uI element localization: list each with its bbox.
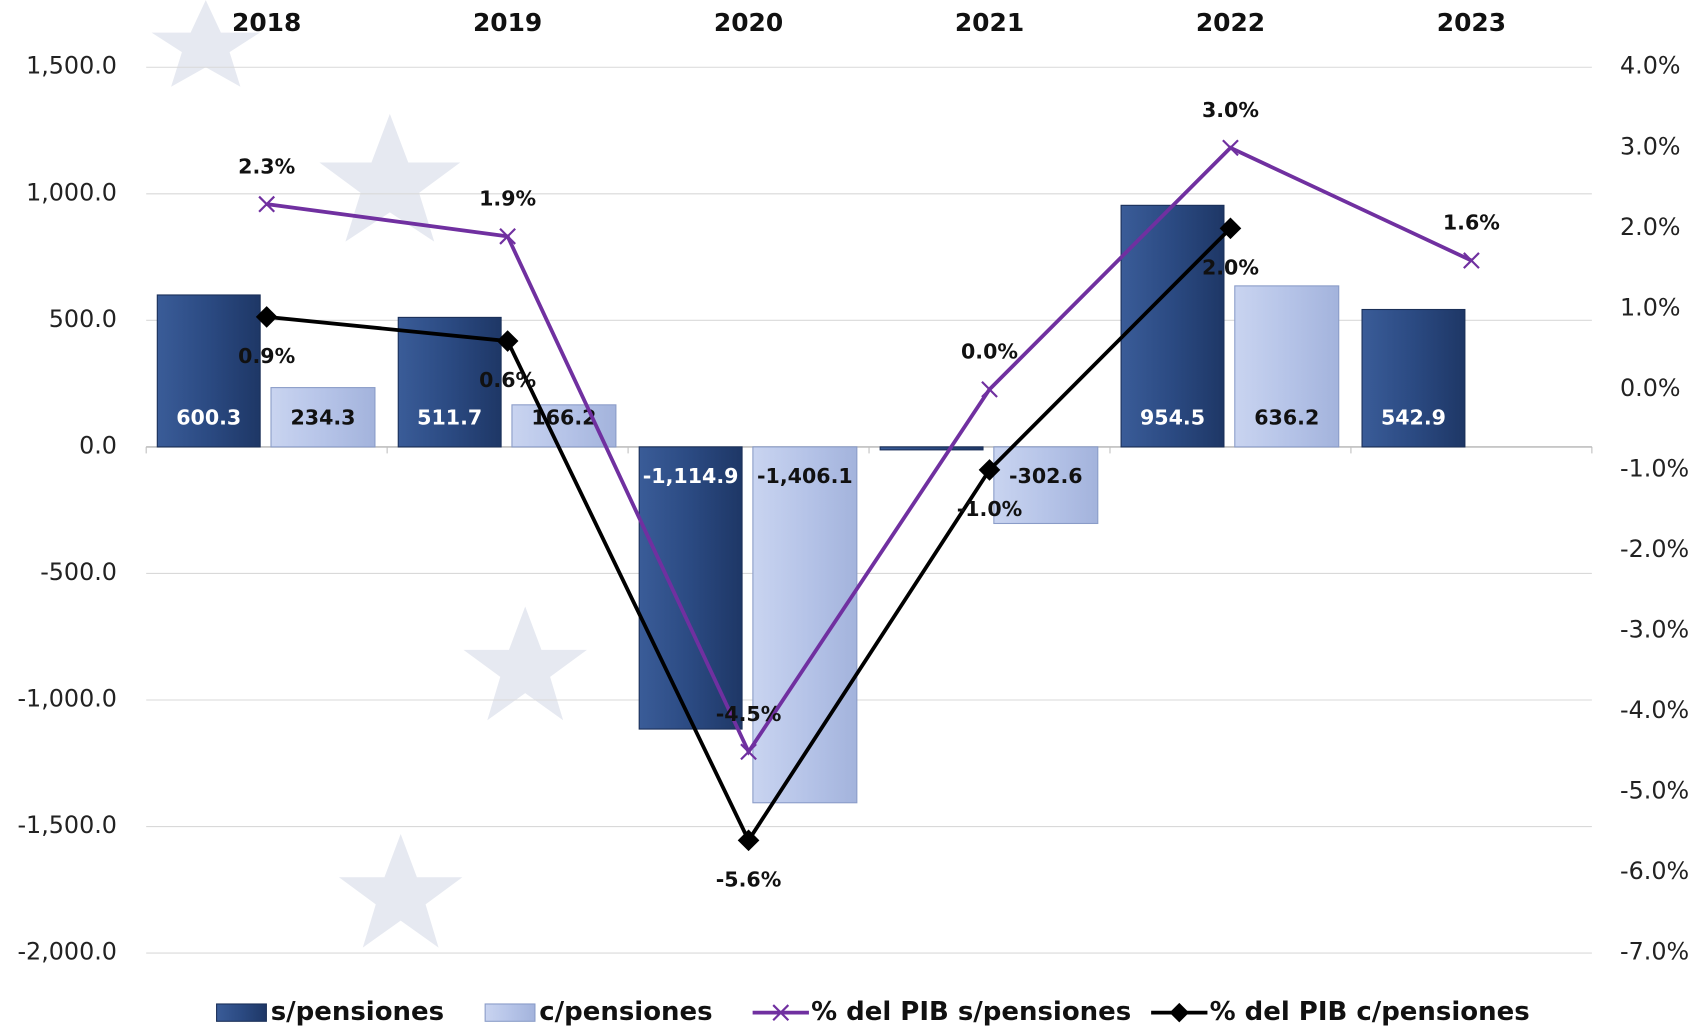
- line-marker: [499, 228, 516, 245]
- line-marker: [496, 330, 519, 352]
- legend-swatch: [216, 1003, 267, 1022]
- y2-tick-label: 4.0%: [1620, 52, 1680, 80]
- category-label: 2022: [1196, 8, 1265, 37]
- data-label: 1.6%: [1443, 211, 1500, 235]
- category-label: 2019: [473, 8, 542, 37]
- y-tick-label: -1,500.0: [17, 811, 116, 839]
- y2-tick-label: -6.0%: [1620, 857, 1689, 885]
- bar: [270, 387, 376, 448]
- line: [266, 145, 1473, 756]
- data-label: 0.6%: [479, 368, 536, 392]
- data-label: -4.5%: [716, 702, 782, 726]
- y2-tick-label: -1.0%: [1620, 454, 1689, 482]
- y2-tick-label: 3.0%: [1620, 132, 1680, 160]
- data-label: -302.6: [1009, 464, 1083, 488]
- legend-label: % del PIB c/pensiones: [1210, 997, 1530, 1027]
- line-marker: [255, 306, 278, 328]
- data-label: -5.6%: [716, 867, 782, 891]
- data-label: -1,114.9: [643, 464, 739, 488]
- line-marker: [981, 381, 998, 398]
- y2-tick-label: -4.0%: [1620, 696, 1689, 724]
- category-label: 2020: [714, 8, 783, 37]
- line-marker: [737, 829, 760, 852]
- data-label: 0.0%: [961, 340, 1018, 364]
- line-marker: [740, 743, 757, 761]
- legend-label: % del PIB s/pensiones: [811, 997, 1131, 1027]
- bar: [1120, 204, 1225, 448]
- data-label: 3.0%: [1202, 98, 1259, 122]
- data-label: 600.3: [176, 406, 241, 430]
- legend-label: c/pensiones: [539, 997, 712, 1027]
- y2-tick-label: -3.0%: [1620, 615, 1689, 643]
- line-marker: [1463, 252, 1480, 269]
- bar: [638, 446, 743, 730]
- y2-tick-label: 0.0%: [1620, 374, 1680, 402]
- data-label: -1,406.1: [757, 464, 853, 488]
- legend-label: s/pensiones: [271, 997, 444, 1027]
- legend-marker: [1169, 1002, 1190, 1023]
- bar: [1361, 308, 1466, 448]
- y2-tick-label: -5.0%: [1620, 777, 1689, 805]
- data-label: 0.9%: [238, 344, 295, 368]
- y2-tick-label: 1.0%: [1620, 293, 1680, 321]
- bar: [1234, 285, 1340, 448]
- y2-tick-label: -7.0%: [1620, 938, 1689, 966]
- data-label: 954.5: [1140, 406, 1205, 430]
- y-tick-label: -1,000.0: [17, 684, 116, 712]
- y-tick-label: 0.0: [79, 431, 117, 459]
- legend-swatch: [484, 1003, 536, 1022]
- watermark: [151, 0, 587, 948]
- line-marker: [978, 459, 1001, 481]
- y2-tick-label: 2.0%: [1620, 213, 1680, 241]
- category-label: 2018: [232, 8, 301, 37]
- data-label: 1.9%: [479, 187, 536, 211]
- line-marker: [1222, 139, 1239, 157]
- data-label: -1.0%: [957, 497, 1023, 521]
- category-label: 2021: [955, 8, 1024, 37]
- data-label: 2.0%: [1202, 255, 1259, 279]
- legend-marker: [772, 1004, 790, 1021]
- y-tick-label: 1,500.0: [26, 52, 117, 80]
- data-label: 511.7: [417, 406, 482, 430]
- y-tick-label: -2,000.0: [17, 938, 116, 966]
- line-marker: [1219, 217, 1242, 240]
- category-label: 2023: [1437, 8, 1506, 37]
- bar: [993, 446, 1099, 525]
- y-tick-label: 500.0: [49, 305, 117, 333]
- data-label: 542.9: [1381, 406, 1446, 430]
- data-label: 636.2: [1254, 406, 1319, 430]
- bar: [752, 446, 858, 804]
- line-marker: [258, 195, 276, 213]
- data-label: 234.3: [290, 406, 355, 430]
- bar: [511, 404, 617, 448]
- data-label: 2.3%: [238, 154, 295, 178]
- bar: [156, 294, 261, 448]
- y-tick-label: 1,000.0: [26, 178, 117, 206]
- bar: [879, 446, 984, 451]
- y2-tick-label: -2.0%: [1620, 535, 1689, 563]
- y-tick-label: -500.0: [40, 558, 117, 586]
